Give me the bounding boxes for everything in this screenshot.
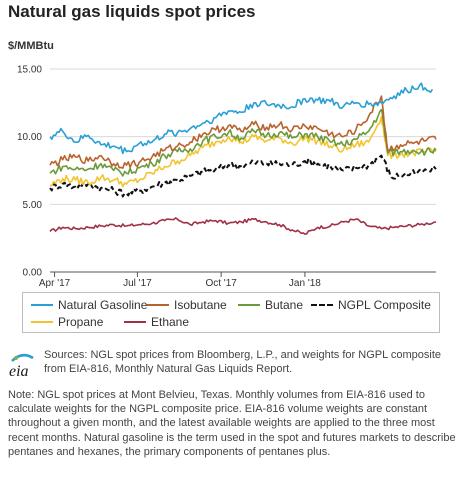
- legend-swatch: [311, 304, 333, 306]
- legend-label: Ethane: [151, 315, 190, 329]
- eia-logo-text: eia: [9, 363, 29, 380]
- chart-legend: Natural Gasoline Isobutane Butane NGPL Comp…: [22, 292, 440, 333]
- y-tick-label: 10.00: [17, 132, 42, 143]
- eia-logo-icon: eia: [9, 353, 34, 380]
- legend-swatch: [238, 304, 260, 306]
- series-line-isobutane: [49, 95, 437, 169]
- series-line-butane: [49, 108, 437, 177]
- series-line-ngpl-composite: [49, 154, 437, 198]
- legend-label: Natural Gasoline: [58, 298, 148, 312]
- legend-swatch: [124, 321, 146, 323]
- legend-item: Isobutane: [147, 298, 227, 312]
- legend-label: NGPL Composite: [338, 298, 431, 312]
- legend-swatch: [31, 304, 53, 306]
- legend-label: Propane: [58, 315, 104, 329]
- y-tick-label: 5.00: [23, 200, 43, 211]
- y-axis-unit-label: $/MMBtu: [8, 40, 54, 52]
- legend-swatch: [147, 304, 169, 306]
- y-tick-label: 15.00: [17, 65, 42, 76]
- chart-title: Natural gas liquids spot prices: [8, 2, 256, 21]
- x-tick-label: Jan '18: [289, 278, 321, 289]
- legend-item: Ethane: [124, 315, 189, 329]
- y-tick-label: 0.00: [23, 268, 43, 279]
- series-line-ethane: [49, 217, 437, 235]
- legend-label: Isobutane: [174, 298, 227, 312]
- x-tick-label: Jul '17: [123, 278, 152, 289]
- x-tick-label: Apr '17: [39, 278, 71, 289]
- series-line-propane: [49, 115, 437, 188]
- sources-row: eia Sources: NGL spot prices from Bloomb…: [8, 348, 463, 382]
- legend-label: Butane: [265, 298, 304, 312]
- legend-swatch: [31, 321, 53, 323]
- legend-item: Propane: [31, 315, 103, 329]
- sources-text: Sources: NGL spot prices from Bloomberg,…: [44, 349, 441, 375]
- line-chart: 0.00 5.00 10.00 15.00 Apr '17 Jul '17 Oct '17 J…: [17, 65, 437, 289]
- legend-item: Butane: [238, 298, 303, 312]
- series-line-natural-gasoline: [49, 82, 434, 155]
- legend-item: Natural Gasoline: [31, 298, 147, 312]
- note-text: Note: NGL spot prices at Mont Belvieu, T…: [8, 389, 456, 458]
- x-tick-label: Oct '17: [205, 278, 237, 289]
- legend-item: NGPL Composite: [311, 298, 431, 312]
